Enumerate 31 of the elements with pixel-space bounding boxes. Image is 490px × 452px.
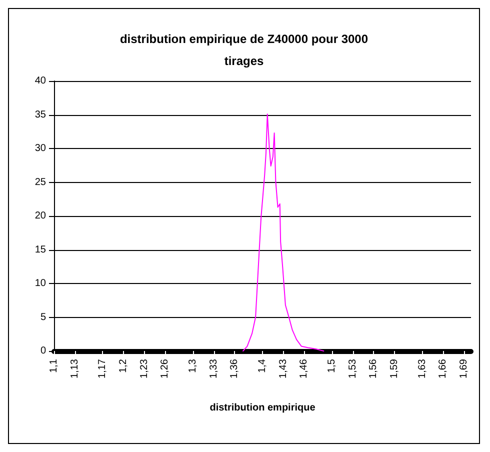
x-tick-label: 1,69	[458, 358, 470, 378]
x-tick-label: 1,5	[326, 358, 338, 373]
y-tick-label: 40	[34, 76, 46, 86]
x-tick-label: 1,59	[389, 358, 400, 378]
x-tick-label: 1,43	[278, 358, 289, 378]
x-tick-label: 1,2	[118, 358, 129, 373]
x-tick-label: 1,13	[69, 358, 80, 378]
x-tick-label: 1,17	[97, 358, 108, 378]
x-tick-label: 1,26	[160, 358, 171, 378]
x-tick-label: 1,63	[416, 358, 428, 378]
y-tick-label: 35	[34, 109, 46, 120]
x-tick-label: 1,3	[188, 358, 198, 373]
y-tick-label: 15	[34, 244, 46, 256]
chart-title: distribution empirique de Z40000 pour 3000 tirages	[120, 32, 368, 68]
y-tick-label: 25	[34, 176, 46, 188]
x-tick-label: 1,23	[138, 358, 150, 378]
x-tick-label: 1,36	[229, 358, 240, 378]
y-tick-label: 20	[34, 210, 46, 222]
x-tick-label: 1,33	[208, 358, 220, 378]
x-tick-label: 1,56	[368, 358, 380, 378]
x-tick-label: 1,4	[257, 358, 268, 373]
x-axis-title: distribution empirique	[210, 402, 316, 414]
y-tick-label: 30	[34, 143, 46, 154]
x-tick-label: 1,46	[298, 358, 310, 378]
x-tick-label: 1,1	[48, 358, 60, 373]
y-tick-label: 5	[40, 312, 46, 323]
line-series	[242, 114, 324, 352]
x-tick-label: 1,66	[438, 358, 449, 378]
x-tick-label: 1,53	[347, 358, 358, 378]
y-tick-label: 0	[40, 346, 46, 356]
y-tick-label: 10	[34, 278, 46, 289]
